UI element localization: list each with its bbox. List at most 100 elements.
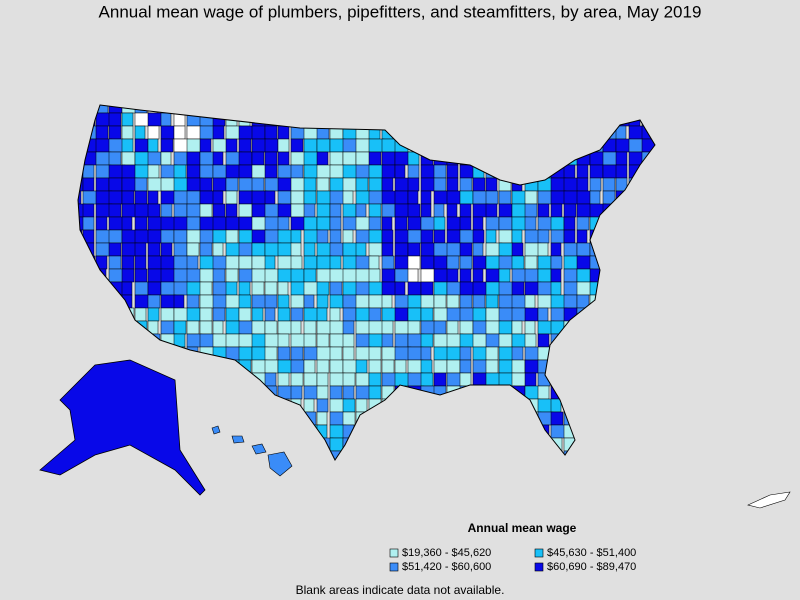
area [95,242,111,257]
area [212,177,227,192]
area [264,255,276,270]
area [225,281,238,296]
area [511,411,525,426]
area [433,398,448,413]
area [381,268,396,283]
area [641,112,655,127]
area [355,281,371,296]
area [446,112,461,127]
area [576,112,591,127]
hawaii-island [267,451,293,477]
area [433,346,449,361]
area [342,229,354,244]
area [199,320,213,335]
area [186,242,200,257]
area [394,164,406,179]
area [303,255,318,270]
area [485,125,502,140]
area [290,411,306,426]
area [511,229,523,244]
area [602,411,617,426]
area [212,398,228,413]
area [512,464,525,477]
area [589,190,601,205]
area [251,138,267,153]
area [550,138,562,153]
area [186,437,204,452]
area [628,398,641,413]
area [368,385,382,400]
area [498,424,516,439]
area [602,307,615,322]
area [290,138,304,153]
area [524,216,537,231]
area [290,437,306,452]
area [186,307,201,322]
area [329,151,344,166]
area [563,294,578,309]
area [550,242,562,257]
area [434,464,445,477]
area [485,138,499,153]
area [134,203,150,218]
area [200,464,213,477]
area [78,281,85,296]
area [329,450,346,460]
area [433,151,448,166]
area [420,281,434,296]
area [121,320,137,335]
area [160,216,176,231]
area [433,385,447,400]
area [524,268,539,283]
area [329,281,343,296]
area [238,372,250,387]
title: Annual mean wage of plumbers, pipefitter… [99,2,702,21]
area [212,242,224,257]
area [563,346,580,361]
area [498,450,512,460]
area [368,359,382,374]
area [78,359,86,374]
area [329,229,342,244]
area [563,164,576,179]
area [290,372,304,387]
area [446,203,458,218]
area [368,242,383,257]
area [290,255,303,270]
area [134,307,147,322]
area [368,411,384,426]
area [641,450,655,460]
area [264,281,278,296]
area [290,320,302,335]
area [602,164,618,179]
area [524,372,537,387]
area [238,307,252,322]
area [524,255,538,270]
area [421,464,432,477]
area [602,320,617,335]
area [524,105,540,114]
area [148,464,162,477]
area [654,229,655,244]
area [498,216,513,231]
area [563,229,576,244]
area [303,307,319,322]
area [498,294,514,309]
area [355,372,370,387]
area [472,450,487,460]
area [290,346,304,361]
area [226,464,237,477]
area [615,450,629,460]
area [394,203,410,218]
area [498,229,513,244]
area [433,372,447,387]
area [537,437,551,452]
area [290,105,308,114]
area [355,424,368,439]
area [186,424,200,439]
area [381,450,398,460]
area [433,450,451,460]
area [173,203,188,218]
area [134,268,148,283]
area [459,177,473,192]
